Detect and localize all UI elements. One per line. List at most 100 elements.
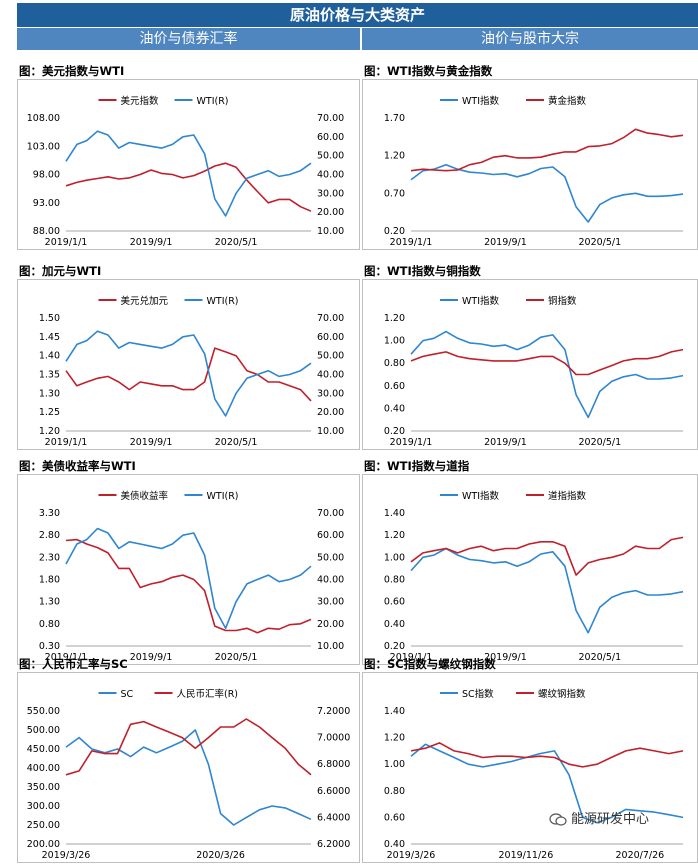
y-tick-label: 1.50 — [39, 313, 60, 324]
y-tick-label: 1.20 — [384, 313, 405, 324]
y2-tick-label: 60.00 — [317, 332, 344, 343]
legend-label: WTI(R) — [207, 491, 239, 502]
y-tick-label: 108.00 — [27, 113, 60, 124]
series-line — [410, 128, 684, 172]
series-line — [65, 718, 312, 776]
y-tick-label: 0.20 — [384, 426, 405, 437]
y2-tick-label: 40.00 — [317, 370, 344, 381]
y2-tick-label: 30.00 — [317, 388, 344, 399]
y-tick-label: 0.40 — [384, 403, 405, 414]
legend-label: 铜指数 — [548, 295, 577, 307]
chart-title: 图：人民币汇率与SC — [19, 657, 128, 671]
legend-item: WTI(R) — [184, 296, 239, 307]
series-line — [410, 547, 684, 634]
x-tick-label: 2019/9/1 — [484, 437, 527, 448]
y-tick-label: 0.30 — [39, 641, 60, 652]
chart-frame: 美债收益率 WTI(R) 3.30 2.80 2.30 1.80 1.30 0.80 0.30 7… — [17, 474, 360, 665]
chart-title: 图：美债收益率与WTI — [19, 459, 136, 473]
chart-title: 图：WTI指数与铜指数 — [364, 264, 481, 278]
series-line — [65, 330, 312, 417]
chart-svg: SC 人民币汇率(R) 550.00 500.00 450.00 400.00 350.00… — [27, 688, 351, 861]
series-line — [65, 729, 312, 826]
legend-item: WTI指数 — [440, 295, 499, 307]
chart-panel-rebar: 图：SC指数与螺纹钢指数 SC指数 螺纹钢指数 1.40 1.20 1.00 0.80 0.6… — [362, 656, 698, 863]
x-tick-label: 2019/1/1 — [45, 237, 88, 248]
chart-svg: 美元兑加元 WTI(R) 1.50 1.45 1.40 1.35 1.30 1.25 1.20 7… — [39, 295, 344, 448]
x-tick-label: 2019/1/1 — [390, 652, 433, 663]
y2-tick-label: 60.00 — [317, 530, 344, 541]
y-tick-label: 1.20 — [384, 733, 405, 744]
y-tick-label: 0.40 — [384, 619, 405, 630]
legend-item: 道指指数 — [526, 490, 587, 502]
x-tick-label: 2019/3/26 — [42, 850, 91, 861]
chart-svg: 美元指数 WTI(R) 108.00 103.00 98.00 93.00 88.00 70.… — [27, 95, 344, 248]
y-tick-label: 1.40 — [384, 706, 405, 717]
series-line — [410, 330, 684, 419]
x-tick-label: 2020/7/26 — [615, 850, 664, 861]
y-tick-label: 1.40 — [39, 351, 60, 362]
x-tick-label: 2020/5/1 — [215, 437, 258, 448]
y-tick-label: 1.20 — [384, 151, 405, 162]
legend-item: 铜指数 — [526, 295, 577, 307]
y2-tick-label: 60.00 — [317, 132, 344, 143]
section-header-right: 油价与股市大宗 — [362, 28, 698, 50]
y-tick-label: 1.00 — [384, 552, 405, 563]
chart-svg: WTI指数 道指指数1.401.201.000.800.600.400.20201… — [384, 490, 684, 663]
y2-tick-label: 10.00 — [317, 426, 344, 437]
x-tick-label: 2020/5/1 — [579, 652, 622, 663]
chart-title: 图：美元指数与WTI — [19, 64, 125, 78]
y-tick-label: 500.00 — [27, 725, 60, 736]
chart-svg: WTI指数 铜指数 1.20 1.00 0.80 0.60 0.40 0.202019/1/1… — [384, 295, 684, 448]
legend-label: WTI指数 — [462, 295, 499, 307]
series-line — [410, 348, 684, 376]
x-tick-label: 2020/3/26 — [196, 850, 245, 861]
y-tick-label: 350.00 — [27, 782, 60, 793]
y-tick-label: 3.30 — [39, 508, 60, 519]
y-tick-label: 1.00 — [384, 759, 405, 770]
x-tick-label: 2019/9/1 — [484, 237, 527, 248]
y-tick-label: 0.80 — [384, 786, 405, 797]
x-tick-label: 2019/1/1 — [390, 237, 433, 248]
legend-item: WTI(R) — [184, 491, 239, 502]
legend-label: 道指指数 — [548, 490, 587, 502]
y-tick-label: 0.60 — [384, 597, 405, 608]
y2-tick-label: 30.00 — [317, 188, 344, 199]
legend-item: WTI(R) — [174, 96, 229, 107]
y-tick-label: 2.30 — [39, 552, 60, 563]
chart-title: 图：加元与WTI — [19, 264, 102, 278]
y2-tick-label: 50.00 — [317, 552, 344, 563]
legend-item: 螺纹钢指数 — [516, 688, 586, 700]
y2-tick-label: 30.00 — [317, 597, 344, 608]
chart-frame: SC 人民币汇率(R) 550.00 500.00 450.00 400.00 350.00… — [17, 672, 360, 863]
legend-label: WTI(R) — [197, 96, 229, 107]
legend-item: WTI指数 — [440, 95, 499, 107]
series-line — [410, 536, 684, 576]
y2-tick-label: 6.6000 — [317, 786, 350, 797]
y2-tick-label: 20.00 — [317, 207, 344, 218]
y-tick-label: 1.80 — [39, 575, 60, 586]
chart-frame: WTI指数 铜指数 1.20 1.00 0.80 0.60 0.40 0.20 2019/1/1… — [362, 279, 698, 450]
x-tick-label: 2020/5/1 — [579, 437, 622, 448]
y2-tick-label: 50.00 — [317, 151, 344, 162]
chart-frame: SC指数 螺纹钢指数 1.40 1.20 1.00 0.80 0.60 0.40 2019/3/… — [362, 672, 698, 863]
y-tick-label: 1.00 — [384, 336, 405, 347]
legend-label: 美债收益率 — [121, 490, 169, 502]
y-tick-label: 0.80 — [384, 358, 405, 369]
x-tick-label: 2019/1/1 — [390, 437, 433, 448]
x-tick-label: 2020/5/1 — [215, 652, 258, 663]
y-tick-label: 2.80 — [39, 530, 60, 541]
y-tick-label: 550.00 — [27, 706, 60, 717]
y-tick-label: 98.00 — [33, 170, 60, 181]
y-tick-label: 103.00 — [27, 141, 60, 152]
y2-tick-label: 10.00 — [317, 641, 344, 652]
series-line — [410, 163, 684, 223]
series-line — [410, 743, 684, 824]
x-tick-label: 2019/3/26 — [387, 850, 436, 861]
y2-tick-label: 6.2000 — [317, 839, 350, 850]
chart-title: 图：WTI指数与黄金指数 — [364, 64, 493, 78]
y-tick-label: 400.00 — [27, 763, 60, 774]
y-tick-label: 1.20 — [39, 426, 60, 437]
x-tick-label: 2019/9/1 — [130, 437, 173, 448]
series-line — [65, 538, 312, 634]
